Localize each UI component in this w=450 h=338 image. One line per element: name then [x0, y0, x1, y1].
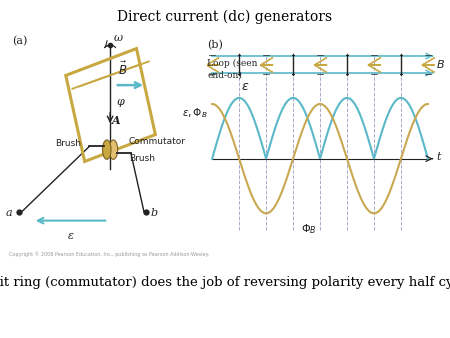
Text: Brush: Brush: [55, 139, 81, 148]
Text: $\varepsilon$: $\varepsilon$: [242, 80, 250, 93]
Ellipse shape: [109, 140, 117, 159]
Text: $\varepsilon, \Phi_B$: $\varepsilon, \Phi_B$: [182, 106, 208, 120]
Text: (b): (b): [207, 40, 223, 50]
Text: ω: ω: [114, 33, 123, 43]
Text: $\Phi_B$: $\Phi_B$: [301, 222, 317, 236]
Text: A: A: [112, 115, 121, 126]
Text: a: a: [5, 208, 12, 218]
Text: t: t: [436, 152, 441, 162]
Text: φ: φ: [117, 97, 125, 107]
Text: Loop (seen
end-on): Loop (seen end-on): [207, 58, 258, 79]
Text: b: b: [151, 208, 158, 218]
Text: Copyright © 2008 Pearson Education, Inc., publishing as Pearson Addison-Wesley.: Copyright © 2008 Pearson Education, Inc.…: [9, 251, 209, 257]
Text: $B$: $B$: [436, 58, 446, 70]
Text: Direct current (dc) generators: Direct current (dc) generators: [117, 10, 333, 24]
Text: Brush: Brush: [129, 154, 155, 163]
Text: $\vec{B}$: $\vec{B}$: [117, 61, 127, 78]
Ellipse shape: [103, 140, 111, 159]
Text: Split ring (commutator) does the job of reversing polarity every half cycle: Split ring (commutator) does the job of …: [0, 276, 450, 289]
Text: ε: ε: [68, 232, 73, 241]
Text: Commutator: Commutator: [129, 137, 186, 146]
Text: (a): (a): [12, 35, 27, 46]
